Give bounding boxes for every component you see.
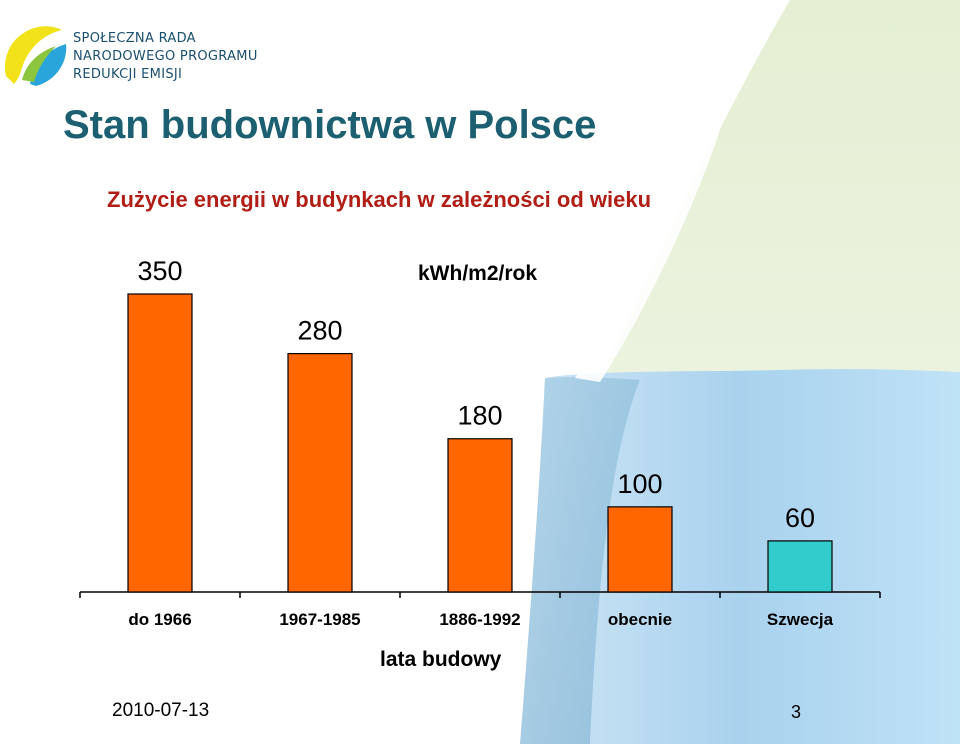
x-tick-label: 1886-1992 [439,610,520,629]
x-tick-label: Szwecja [767,610,834,629]
slide-date: 2010-07-13 [112,700,210,721]
x-tick-label: do 1966 [128,610,191,629]
x-tick-label: 1967-1985 [279,610,360,629]
data-label: 280 [297,316,342,346]
unit-label: kWh/m2/rok [418,262,538,285]
data-label: 180 [457,401,502,431]
page-subtitle: Zużycie energii w budynkach w zależności… [107,187,652,212]
logo-text-line2: NARODOWEGO PROGRAMU [73,49,258,64]
page-number: 3 [791,702,802,722]
bar-do-1966 [127,293,193,593]
page-title: Stan budownictwa w Polsce [63,103,597,147]
data-label: 350 [137,256,182,286]
logo-emblem-icon [5,26,67,86]
logo-text-line1: SPOŁECZNA RADA [73,31,196,46]
bar-1886-1992 [447,438,513,593]
data-label: 100 [617,469,662,499]
x-axis-title: lata budowy [380,648,502,671]
x-tick-label: obecnie [608,610,672,629]
logo-text-line3: REDUKCJI EMISJI [73,67,183,82]
logo: SPOŁECZNA RADA NARODOWEGO PROGRAMU REDUK… [0,20,257,92]
data-label: 60 [785,503,815,533]
bar-1967-1985 [287,353,353,593]
bar-obecnie [607,506,673,593]
bar-szwecja [767,540,833,593]
